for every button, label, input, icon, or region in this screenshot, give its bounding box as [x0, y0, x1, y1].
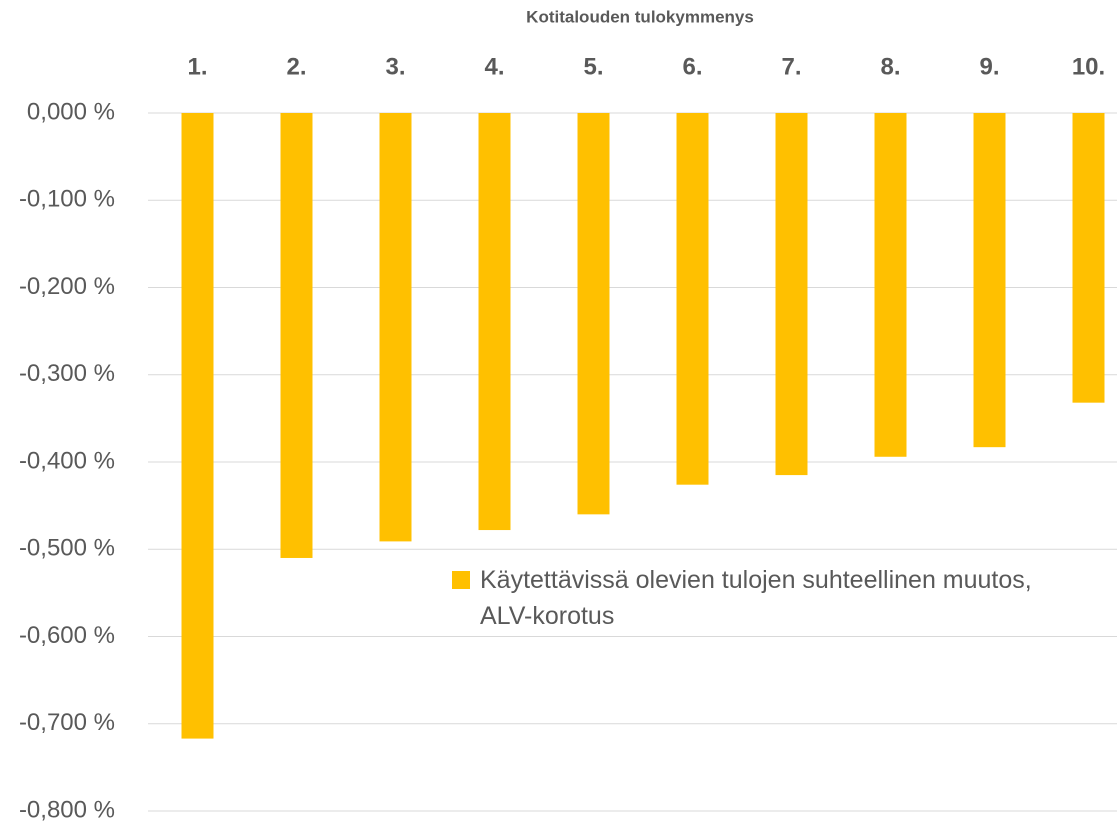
- x-tick-label: 5.: [583, 53, 603, 80]
- legend-label: Käytettävissä olevien tulojen suhteellin…: [480, 566, 1032, 630]
- x-tick-label: 10.: [1072, 53, 1105, 80]
- y-tick-label: 0,000 %: [27, 98, 115, 125]
- x-tick-label: 6.: [682, 53, 702, 80]
- y-tick-label: -0,700 %: [19, 709, 115, 736]
- x-tick-label: 7.: [781, 53, 801, 80]
- bar: [775, 113, 808, 476]
- y-tick-label: -0,400 %: [19, 447, 115, 474]
- bar: [181, 113, 214, 739]
- bar: [973, 113, 1006, 448]
- x-axis-title: Kotitalouden tulokymmenys: [526, 7, 754, 26]
- x-tick-label: 8.: [880, 53, 900, 80]
- bar: [478, 113, 511, 531]
- y-tick-label: -0,100 %: [19, 186, 115, 213]
- x-tick-label: 1.: [187, 53, 207, 80]
- y-tick-label: -0,800 %: [19, 796, 115, 823]
- bar: [577, 113, 610, 515]
- x-tick-label: 4.: [484, 53, 504, 80]
- y-tick-label: -0,500 %: [19, 535, 115, 562]
- y-tick-label: -0,600 %: [19, 622, 115, 649]
- y-tick-label: -0,200 %: [19, 273, 115, 300]
- x-tick-label: 9.: [979, 53, 999, 80]
- bar: [676, 113, 709, 485]
- legend-swatch: [452, 571, 470, 589]
- x-tick-label: 2.: [286, 53, 306, 80]
- bar: [379, 113, 412, 542]
- bar: [280, 113, 313, 558]
- bar: [874, 113, 907, 457]
- y-tick-label: -0,300 %: [19, 360, 115, 387]
- x-tick-label: 3.: [385, 53, 405, 80]
- bar: [1072, 113, 1105, 403]
